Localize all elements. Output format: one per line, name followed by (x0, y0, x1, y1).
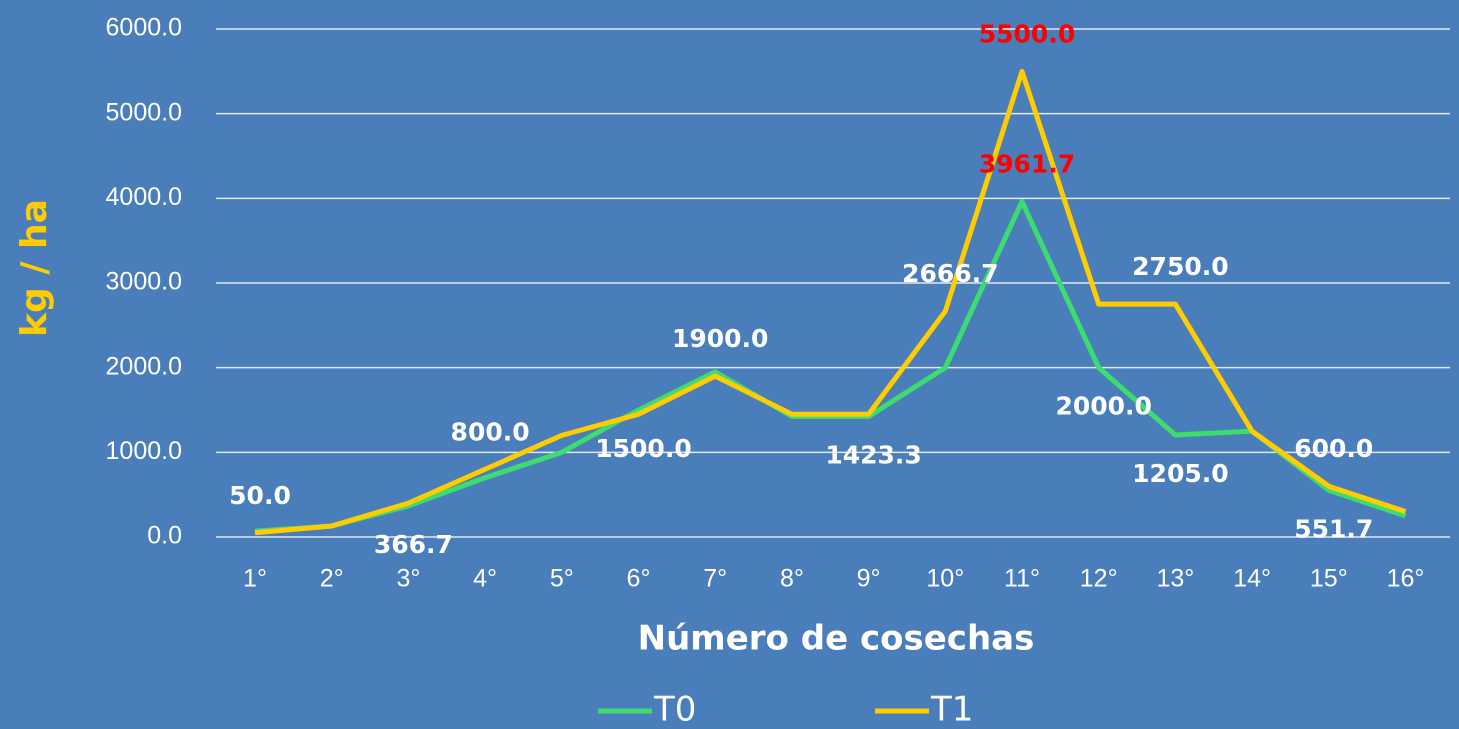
x-axis-title: Número de cosechas (638, 619, 1035, 659)
data-label: 2000.0 (1055, 392, 1151, 421)
x-tick-label: 15° (1310, 565, 1348, 593)
data-label: 2666.7 (902, 259, 998, 288)
x-tick-label: 6° (627, 565, 651, 593)
data-label: 3961.7 (979, 150, 1075, 179)
y-tick-label: 2000.0 (106, 352, 182, 380)
data-label: 50.0 (229, 481, 291, 510)
data-label: 366.7 (374, 530, 453, 559)
x-tick-label: 9° (857, 565, 881, 593)
y-tick-label: 5000.0 (106, 98, 182, 126)
x-tick-label: 2° (320, 565, 344, 593)
x-tick-label: 5° (550, 565, 574, 593)
data-label: 2750.0 (1132, 252, 1228, 281)
x-tick-label: 14° (1233, 565, 1271, 593)
y-tick-label: 1000.0 (106, 437, 182, 465)
data-label: 1205.0 (1132, 459, 1228, 488)
x-tick-label: 4° (473, 565, 497, 593)
x-tick-label: 1° (243, 565, 267, 593)
data-label: 800.0 (451, 417, 530, 446)
x-tick-label: 16° (1387, 565, 1425, 593)
x-tick-label: 3° (396, 565, 420, 593)
x-tick-label: 12° (1080, 565, 1118, 593)
data-label: 1423.3 (825, 440, 921, 469)
x-tick-label: 8° (780, 565, 804, 593)
x-tick-label: 7° (703, 565, 727, 593)
data-label: 551.7 (1294, 514, 1373, 543)
y-tick-label: 3000.0 (106, 268, 182, 296)
y-tick-label: 0.0 (147, 522, 182, 550)
y-tick-label: 4000.0 (106, 183, 182, 211)
line (254, 68, 1407, 536)
data-label: 5500.0 (979, 19, 1075, 48)
y-tick-label: 6000.0 (106, 14, 182, 42)
data-label: 1900.0 (672, 324, 768, 353)
legend-label: T1 (930, 690, 973, 729)
x-tick-label: 11° (1004, 565, 1040, 593)
x-tick-label: 13° (1156, 565, 1194, 593)
data-label: 600.0 (1294, 434, 1373, 463)
data-label: 1500.0 (595, 434, 691, 463)
legend-label: T0 (653, 690, 696, 729)
y-axis-title: kg / ha (14, 199, 55, 337)
x-tick-label: 10° (926, 565, 964, 593)
